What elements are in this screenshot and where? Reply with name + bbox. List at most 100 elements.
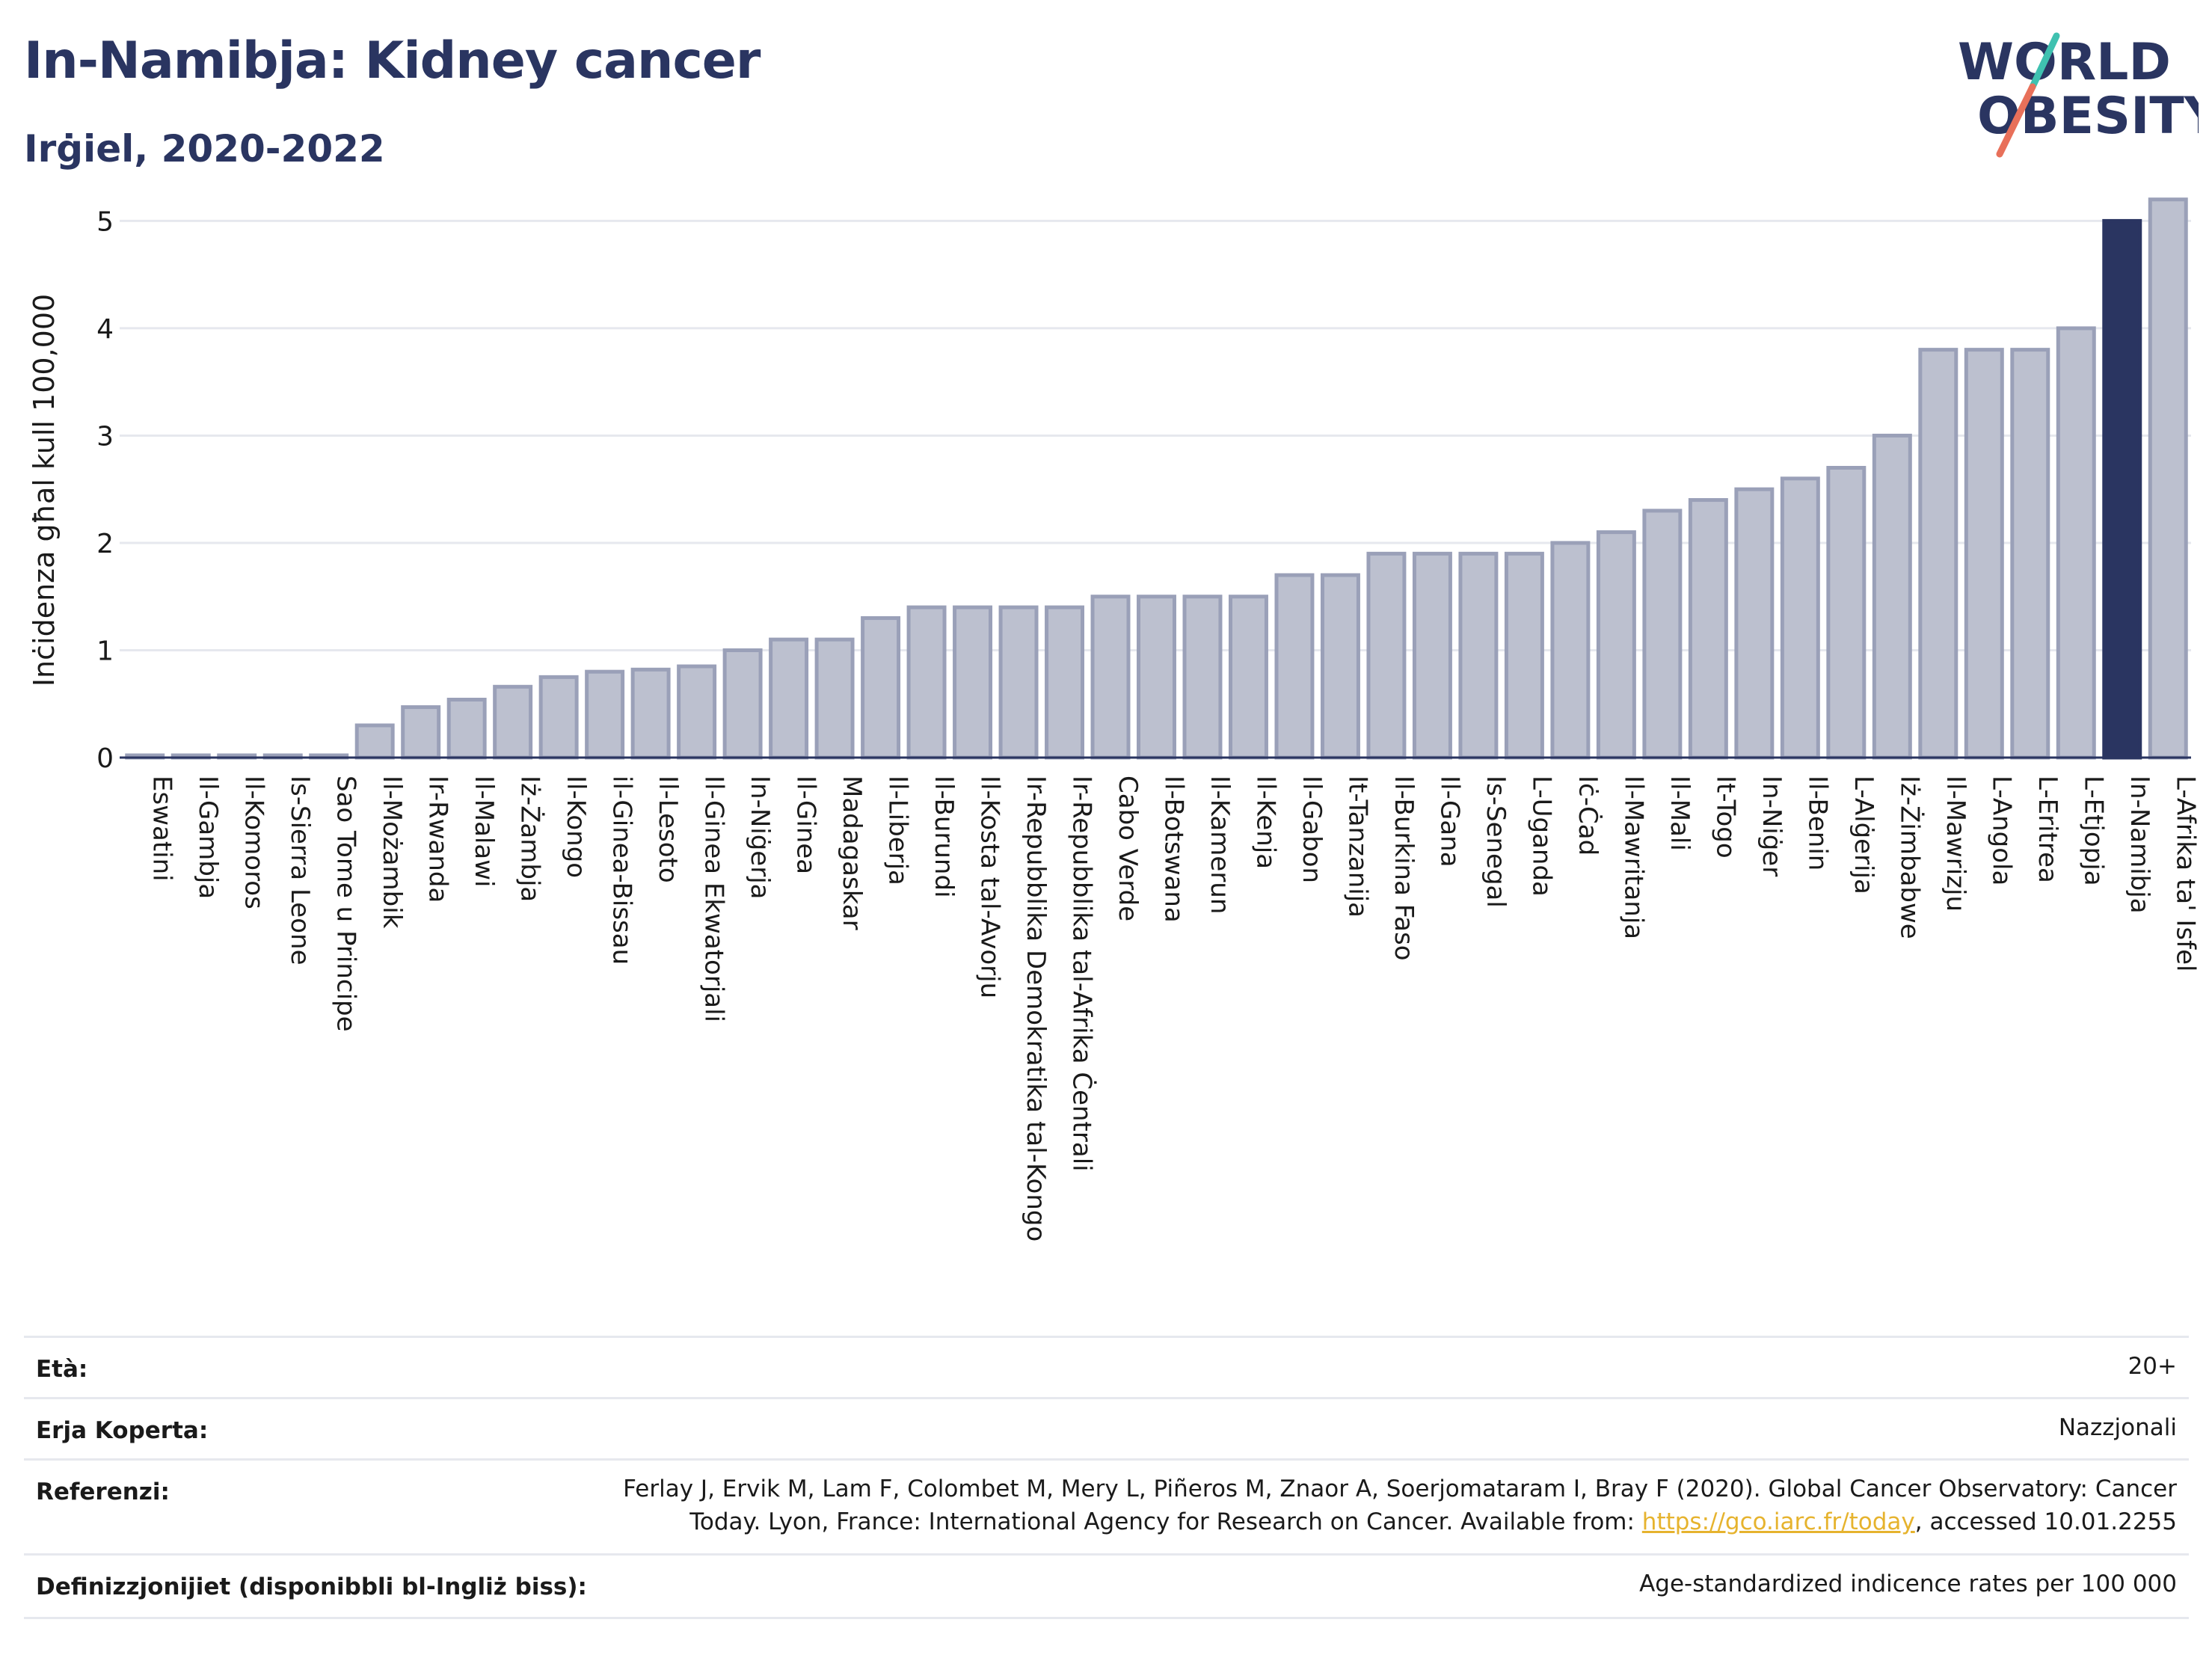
bar: [1137, 595, 1176, 760]
bar: [1964, 348, 2004, 760]
y-tick-label: 2: [96, 529, 114, 559]
bar: [538, 675, 579, 760]
references-text: Ferlay J, Ervik M, Lam F, Colombet M, Me…: [623, 1473, 2177, 1538]
bar: [1045, 605, 1085, 760]
bar: [401, 705, 441, 760]
x-tick-label: L-Angola: [1986, 776, 2016, 885]
logo-word-world: WORLD: [1958, 33, 2171, 92]
bar: [1780, 476, 1820, 760]
references-line-2-suffix: , accessed 10.01.2255: [1914, 1508, 2177, 1535]
bar: [1688, 498, 1728, 760]
logo-word-obesity: OBESITY: [1977, 87, 2199, 146]
bar: [1734, 487, 1775, 760]
x-tick-label: Il-Botswana: [1159, 776, 1189, 923]
bar: [1458, 551, 1499, 760]
logo-slash-red: [1996, 83, 2036, 158]
x-tick-label: Iż-Żimbabwe: [1894, 776, 1924, 939]
bar: [1826, 466, 1867, 760]
references-line-2-prefix: Today. Lyon, France: International Agenc…: [689, 1508, 1642, 1535]
x-tick-label: Madagaskar: [837, 776, 867, 930]
age-value: 20+: [2127, 1353, 2177, 1380]
x-tick-label: Il-Burundi: [929, 776, 959, 898]
x-tick-label: Il-Ginea: [791, 776, 821, 874]
x-tick-label: L-Uganda: [1526, 776, 1556, 897]
footer-row-references: Referenzi: Ferlay J, Ervik M, Lam F, Col…: [24, 1458, 2189, 1556]
x-tick-label: Sao Tome u Principe: [331, 776, 361, 1032]
x-tick-label: Il-Mawritanja: [1618, 776, 1648, 939]
bar: [446, 698, 487, 760]
age-label: Età:: [36, 1356, 88, 1383]
bar: [861, 615, 901, 760]
bar: [1412, 551, 1452, 760]
bar: [1228, 595, 1268, 760]
bar: [1872, 433, 1912, 760]
bar: [1642, 509, 1683, 760]
bar: [354, 723, 395, 760]
bar-layer: [125, 197, 2188, 760]
bar: [1918, 348, 1958, 760]
x-tick-label: Il-Malawi: [469, 776, 499, 887]
y-tick-label: 5: [96, 206, 114, 237]
x-tick-label: It-Togo: [1710, 776, 1740, 859]
x-tick-label: Ir-Rwanda: [423, 776, 453, 903]
bar: [493, 684, 533, 760]
x-tick-label: In-Niġer: [1757, 776, 1787, 876]
coverage-label: Erja Koperta:: [36, 1417, 209, 1444]
x-tick-label: Il-Kamerun: [1205, 776, 1235, 914]
bar: [998, 605, 1039, 760]
bar: [1366, 551, 1407, 760]
x-tick-label: Is-Senegal: [1481, 776, 1511, 908]
x-tick-label: It-Tanzanija: [1342, 776, 1372, 918]
x-tick-label: Il-Możambik: [377, 776, 407, 929]
x-tick-layer: Eswatini Il-Gambja Il-Komoros Is-Sierra Leo…: [147, 776, 2201, 1241]
bar: [2148, 197, 2188, 760]
bar: [906, 605, 947, 760]
definitions-label: Definizzjonijiet (disponibbli bl-Ingliż …: [36, 1573, 587, 1600]
references-line-2: Today. Lyon, France: International Agenc…: [623, 1505, 2177, 1538]
references-label: Referenzi:: [36, 1479, 170, 1505]
x-tick-label: Ir-Repubblika tal-Afrika Ċentrali: [1067, 776, 1098, 1172]
x-tick-label: Il-Liberja: [883, 776, 913, 885]
x-tick-label: In-Niġerja: [745, 776, 775, 899]
bar: [1596, 530, 1636, 760]
bar: [953, 605, 993, 760]
references-link[interactable]: https://gco.iarc.fr/today: [1641, 1508, 1915, 1535]
y-tick-label: 3: [96, 421, 114, 452]
x-tick-label: L-Eritrea: [2033, 776, 2062, 883]
page-title: In-Namibja: Kidney cancer: [24, 31, 761, 90]
bar: [2056, 326, 2096, 760]
x-tick-label: Il-Komoros: [239, 776, 269, 909]
x-tick-label: Il-Ginea Ekwatorjali: [699, 776, 729, 1022]
bar: [2010, 348, 2050, 760]
logo-slash-teal: [2029, 32, 2060, 90]
page-subtitle: Irġiel, 2020-2022: [24, 127, 385, 171]
definitions-value: Age-standardized indicence rates per 100…: [1639, 1570, 2177, 1597]
x-tick-label: Il-Lesoto: [653, 776, 683, 883]
x-tick-label: Cabo Verde: [1113, 776, 1143, 921]
x-tick-label: il-Ginea-Bissau: [607, 776, 637, 965]
x-tick-label: In-Namibja: [2125, 776, 2154, 914]
x-tick-label: Il-Kenja: [1250, 776, 1280, 869]
footer-row-definitions: Definizzjonijiet (disponibbli bl-Ingliż …: [24, 1553, 2189, 1619]
y-tick-layer: 0 1 2 3 4 5: [96, 206, 114, 774]
bar: [1090, 595, 1131, 760]
x-tick-label: Il-Mawrizju: [1941, 776, 1970, 912]
bar: [1274, 573, 1315, 760]
bar: [1182, 595, 1223, 760]
x-tick-label: Il-Gana: [1434, 776, 1464, 868]
bar: [585, 669, 625, 760]
footer-row-age: Età: 20+: [24, 1336, 2189, 1399]
bar: [769, 637, 809, 760]
bar: [1320, 573, 1360, 760]
bar: [677, 664, 717, 760]
x-tick-label: Il-Gambja: [193, 776, 223, 899]
x-tick-label: Iċ-Ċad: [1573, 776, 1603, 856]
x-tick-label: Il-Benin: [1802, 776, 1832, 871]
y-tick-label: 0: [96, 743, 114, 774]
x-tick-label: L-Afrika ta' Isfel: [2170, 776, 2200, 971]
references-line-1: Ferlay J, Ervik M, Lam F, Colombet M, Me…: [623, 1476, 2177, 1502]
y-tick-label: 1: [96, 636, 114, 666]
x-tick-label: L-Etjopja: [2078, 776, 2108, 886]
x-tick-label: Il-Burkina Faso: [1389, 776, 1419, 961]
bar-highlight: [2102, 218, 2142, 760]
